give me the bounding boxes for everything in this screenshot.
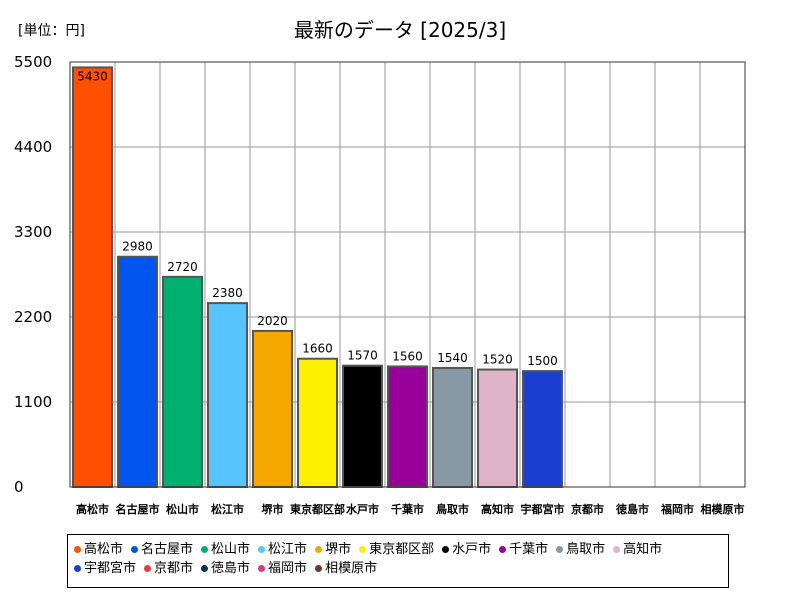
legend-label: 松山市 — [211, 542, 251, 557]
legend-swatch — [359, 546, 367, 553]
x-category-label: 京都市 — [571, 502, 604, 516]
legend-label: 徳島市 — [211, 561, 251, 576]
x-axis-categories: 高松市 名古屋市 松山市 松江市 堺市 東京都区部 水戸市 千葉市 鳥取市 高知市 宇都宮市 京都市徳… — [76, 502, 745, 516]
legend-item: 福岡市 — [258, 559, 307, 578]
x-category-label: 東京都区部 — [290, 502, 345, 516]
x-category-label: 水戸市 — [346, 502, 379, 516]
bar — [477, 368, 518, 488]
bar — [522, 370, 563, 488]
data-label: 2020 — [257, 314, 288, 328]
bar — [72, 66, 113, 488]
unit-label: [単位：円] — [18, 23, 85, 39]
bar — [297, 357, 338, 488]
y-tick-label: 0 — [14, 478, 24, 496]
legend-item: 高松市 — [74, 540, 123, 559]
bar — [342, 364, 383, 489]
chart-title: 最新のデータ [2025/3] — [293, 18, 507, 42]
legend-label: 千葉市 — [509, 542, 549, 557]
legend-label: 相模原市 — [325, 561, 378, 576]
legend-label: 東京都区部 — [369, 542, 435, 557]
legend-item: 千葉市 — [499, 540, 548, 559]
data-label: 1520 — [482, 353, 513, 367]
bar — [252, 329, 293, 488]
x-category-label: 宇都宮市 — [521, 502, 565, 516]
legend-item: 高知市 — [613, 540, 662, 559]
data-label: 2380 — [212, 286, 243, 300]
x-category-label: 名古屋市 — [116, 502, 160, 516]
legend-swatch — [74, 565, 81, 572]
legend-item: 宇都宮市 — [74, 559, 136, 578]
data-label: 2980 — [122, 240, 153, 254]
legend: 高松市 名古屋市 松山市 松江市 堺市 東京都区部 水戸市 千葉市 鳥取市 高知市宇都宮市 京都市 徳… — [67, 534, 729, 588]
legend-swatch — [499, 546, 507, 553]
legend-swatch — [201, 546, 209, 553]
legend-swatch — [201, 565, 209, 572]
x-category-label: 堺市 — [262, 502, 284, 516]
legend-item: 東京都区部 — [359, 540, 434, 559]
data-label: 1560 — [392, 349, 423, 363]
x-category-label: 相模原市 — [701, 502, 745, 516]
bar — [117, 255, 158, 488]
x-category-label: 高松市 — [76, 502, 109, 516]
x-category-label: 松江市 — [211, 502, 244, 516]
data-label: 2720 — [167, 260, 198, 274]
legend-label: 高知市 — [623, 542, 663, 557]
bar — [207, 302, 248, 488]
data-label: 5430 — [77, 69, 108, 83]
legend-label: 水戸市 — [452, 542, 492, 557]
legend-label: 鳥取市 — [566, 542, 606, 557]
x-category-label: 高知市 — [481, 502, 514, 516]
data-label: 1570 — [347, 349, 378, 363]
y-tick-label: 3300 — [14, 223, 52, 241]
legend-swatch — [556, 546, 564, 553]
legend-item: 鳥取市 — [556, 540, 605, 559]
y-tick-label: 4400 — [14, 138, 52, 156]
legend-item: 松江市 — [258, 540, 307, 559]
bar — [387, 365, 428, 489]
x-category-label: 徳島市 — [615, 502, 649, 516]
bar — [432, 367, 473, 488]
legend-swatch — [144, 565, 152, 572]
legend-item: 名古屋市 — [131, 540, 193, 559]
y-tick-label: 1100 — [14, 393, 52, 411]
legend-swatch — [442, 546, 450, 553]
legend-label: 堺市 — [325, 542, 352, 557]
y-axis-ticks: 0 1100 2200 3300 4400 5500 — [14, 53, 52, 496]
legend-label: 京都市 — [154, 561, 194, 576]
legend-item: 相模原市 — [315, 559, 377, 578]
legend-item: 徳島市 — [201, 559, 250, 578]
legend-swatch — [258, 546, 266, 553]
legend-label: 松江市 — [268, 542, 308, 557]
data-labels: 5430 2980 2720 2380 2020 1660 1570 1560 1540 1520… — [77, 69, 558, 368]
bars — [72, 66, 563, 489]
legend-swatch — [74, 546, 81, 553]
data-label: 1500 — [527, 354, 558, 368]
legend-item: 堺市 — [315, 540, 351, 559]
data-label: 1660 — [302, 342, 333, 356]
y-tick-label: 5500 — [14, 53, 52, 71]
bar — [162, 275, 203, 488]
legend-label: 福岡市 — [268, 561, 308, 576]
legend-swatch — [315, 565, 323, 572]
bar-chart: 0 1100 2200 3300 4400 5500 高松市 名古屋市 松山市 松江市 堺市 東京都… — [14, 53, 746, 516]
legend-swatch — [131, 546, 139, 553]
legend-swatch — [613, 546, 621, 553]
x-category-label: 松山市 — [166, 502, 199, 516]
legend-item: 松山市 — [201, 540, 250, 559]
legend-swatch — [315, 546, 323, 553]
legend-label: 高松市 — [84, 542, 124, 557]
legend-item: 水戸市 — [442, 540, 491, 559]
x-category-label: 福岡市 — [660, 502, 694, 516]
legend-swatch — [258, 565, 266, 572]
x-category-label: 千葉市 — [391, 502, 424, 516]
plot-frame — [69, 61, 746, 488]
legend-label: 宇都宮市 — [84, 561, 137, 576]
y-tick-label: 2200 — [14, 308, 52, 326]
x-category-label: 鳥取市 — [436, 502, 469, 516]
legend-label: 名古屋市 — [141, 542, 194, 557]
data-label: 1540 — [437, 351, 468, 365]
legend-item: 京都市 — [144, 559, 193, 578]
